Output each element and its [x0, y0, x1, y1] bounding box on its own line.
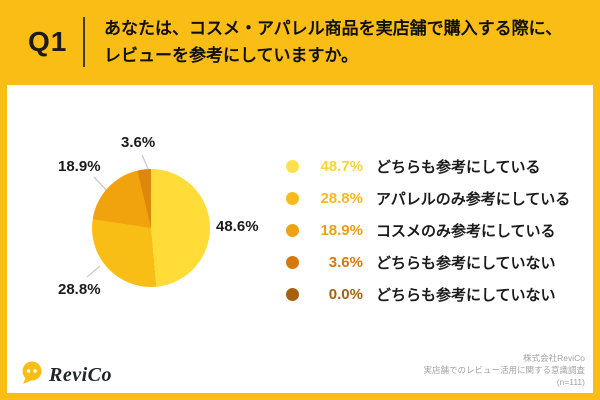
legend-label: どちらも参考にしていない — [376, 254, 556, 272]
revico-logo: ReviCo — [20, 360, 112, 391]
question-text: あなたは、コスメ・アパレル商品を実店舗で購入する際に、 レビューを参考にしていま… — [104, 15, 562, 69]
legend-pct: 0.0% — [328, 285, 363, 303]
credit-survey-name: 実店舗でのレビュー活用に関する意識調査 — [423, 365, 585, 375]
legend-row: 48.7% どちらも参考にしている — [286, 150, 570, 182]
legend-pct: 48.7% — [320, 157, 363, 175]
credit-sample-size: (n=111) — [556, 377, 585, 387]
legend-pct: 28.8% — [320, 189, 363, 207]
pie-label-fourth: 3.6% — [121, 134, 156, 151]
question-number: Q1 — [28, 26, 68, 57]
legend-dot-icon — [286, 223, 299, 237]
legend-label: どちらも参考にしている — [376, 158, 541, 176]
legend-dot-icon — [286, 159, 299, 173]
question-line-1: あなたは、コスメ・アパレル商品を実店舗で購入する際に、 — [104, 19, 563, 38]
question-line-2: レビューを参考にしていますか。 — [104, 46, 359, 65]
logo-text: ReviCo — [49, 364, 112, 386]
legend-dot-icon — [286, 191, 299, 205]
legend-row: 28.8% アパレルのみ参考にしている — [286, 182, 570, 214]
legend-label: コスメのみ参考にしている — [376, 222, 556, 240]
legend-row: 3.6% どちらも参考にしていない — [286, 246, 570, 278]
legend-row: 18.9% コスメのみ参考にしている — [286, 214, 570, 246]
pie-label-largest: 48.6% — [216, 218, 259, 235]
header-divider — [83, 17, 85, 67]
legend-pct: 3.6% — [328, 253, 363, 271]
pie-label-second: 28.8% — [58, 281, 101, 298]
legend-dot-icon — [286, 255, 299, 269]
survey-credit: 株式会社ReviCo 実店舗でのレビュー活用に関する意識調査 (n=111) — [423, 352, 585, 388]
pie-label-third: 18.9% — [58, 158, 101, 175]
credit-company: 株式会社ReviCo — [523, 353, 585, 363]
legend-label: アパレルのみ参考にしている — [376, 190, 571, 208]
pie-chart — [92, 169, 210, 287]
speech-bubble-icon — [20, 360, 46, 391]
legend: 48.7% どちらも参考にしている 28.8% アパレルのみ参考にしている 18… — [286, 150, 570, 310]
legend-row: 0.0% どちらも参考にしていない — [286, 278, 570, 310]
legend-label: どちらも参考にしていない — [376, 286, 556, 304]
question-header: Q1 あなたは、コスメ・アパレル商品を実店舗で購入する際に、 レビューを参考にし… — [0, 0, 600, 85]
legend-pct: 18.9% — [320, 221, 363, 239]
legend-dot-icon — [286, 287, 299, 301]
